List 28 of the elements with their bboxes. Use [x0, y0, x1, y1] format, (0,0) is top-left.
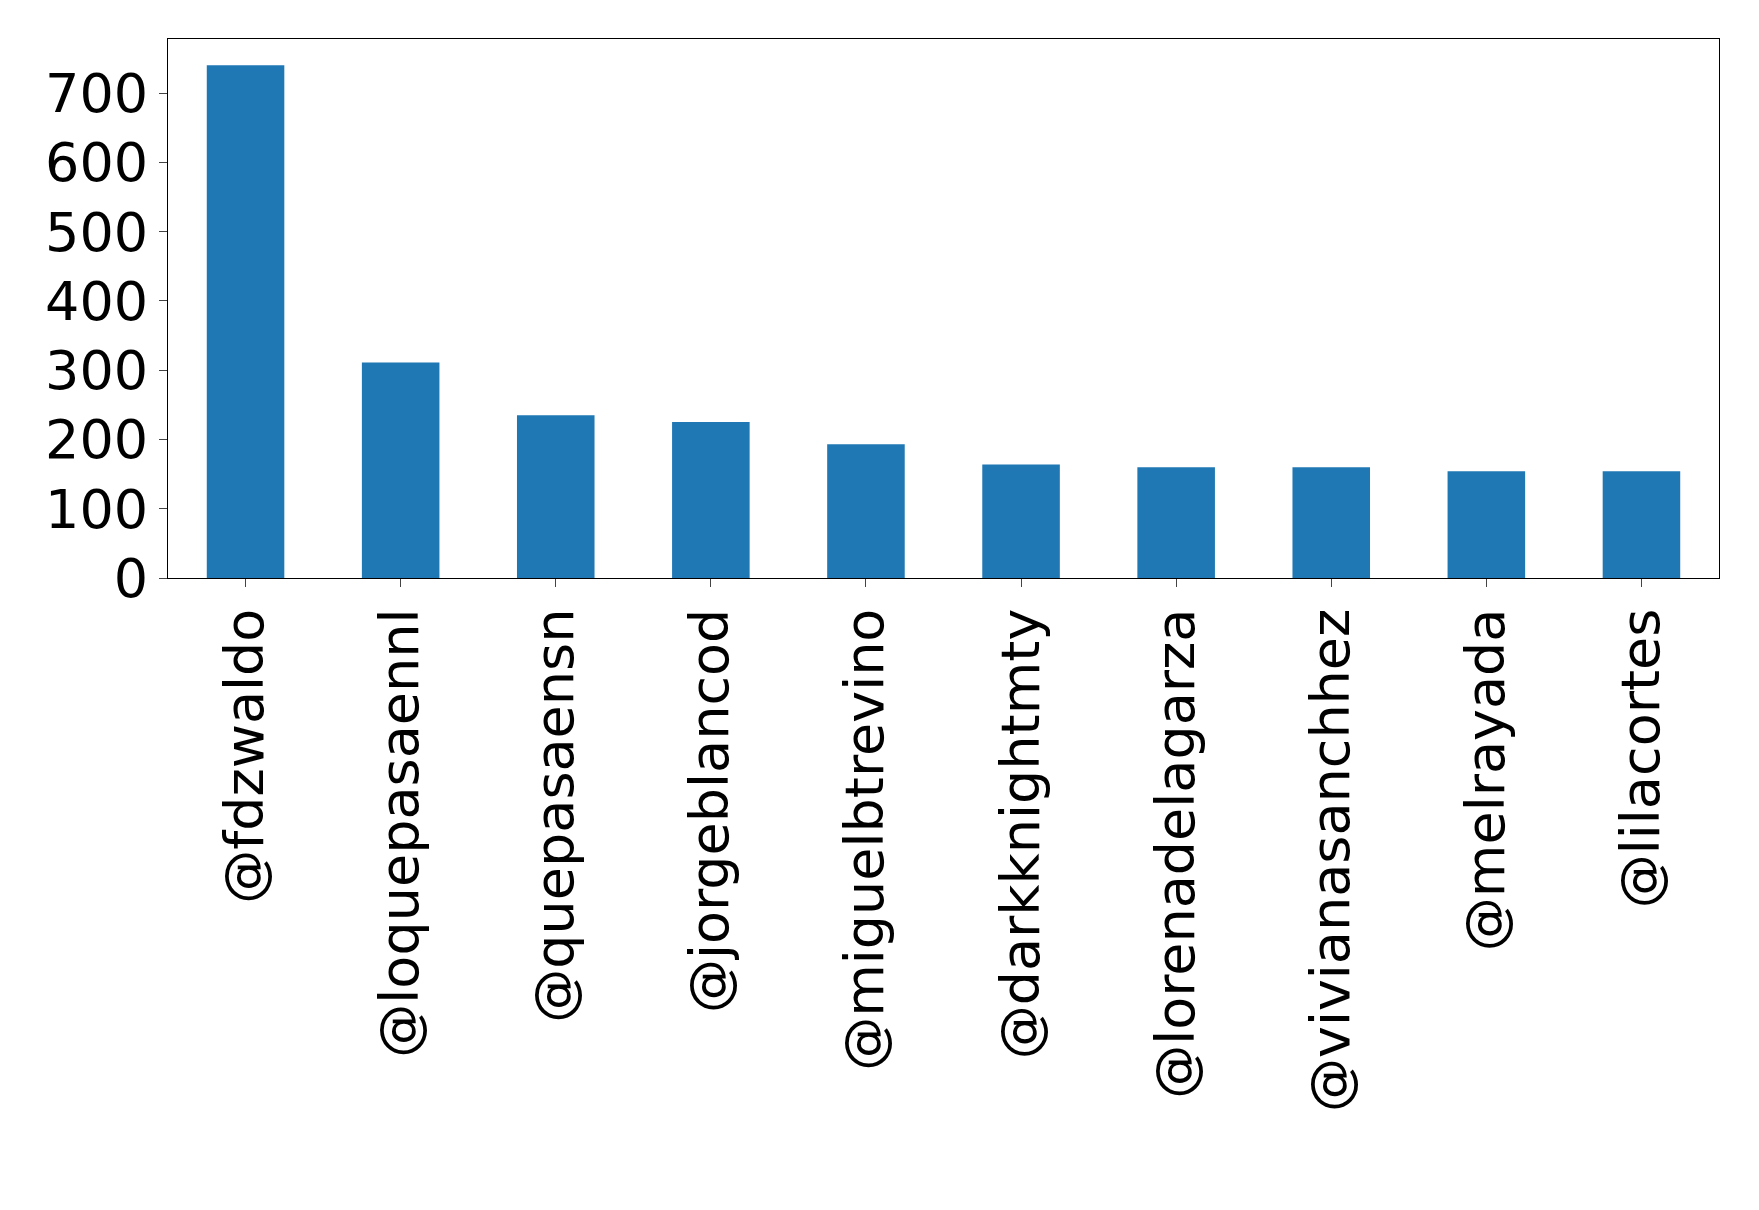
y-tick-label: 500	[45, 200, 149, 264]
x-tick-label: @darkknightmty	[988, 608, 1052, 1060]
x-tick-label: @lilacortes	[1609, 608, 1672, 909]
bar	[1292, 467, 1371, 578]
x-tick-label: @miguelbtrevino	[833, 608, 897, 1071]
x-tick-label: @lorenadelagarza	[1143, 608, 1207, 1099]
bar	[516, 415, 595, 578]
y-tick-label: 700	[45, 61, 149, 125]
bar	[206, 65, 285, 578]
bar	[1137, 467, 1215, 578]
y-tick-label: 100	[45, 477, 149, 541]
bar	[982, 464, 1060, 578]
x-tick-label: @loquepasaennl	[368, 608, 432, 1058]
y-tick-label: 600	[45, 131, 149, 195]
y-tick-label: 400	[45, 269, 149, 333]
x-tick-label: @fdzwaldo	[213, 608, 277, 904]
x-tick-label: @melrayada	[1453, 608, 1517, 952]
y-tick-label: 0	[113, 546, 149, 610]
x-tick-label: @vivianasanchhez	[1298, 608, 1362, 1113]
bar	[827, 444, 905, 578]
x-tick-label: @quepasaensn	[523, 608, 587, 1023]
bar	[1447, 471, 1526, 578]
bar	[1602, 471, 1681, 578]
y-tick-label: 300	[45, 339, 149, 403]
bar	[672, 422, 750, 578]
x-tick-label: @jorgeblancod	[678, 608, 742, 1014]
bar	[361, 362, 440, 578]
y-tick-label: 200	[45, 408, 149, 472]
